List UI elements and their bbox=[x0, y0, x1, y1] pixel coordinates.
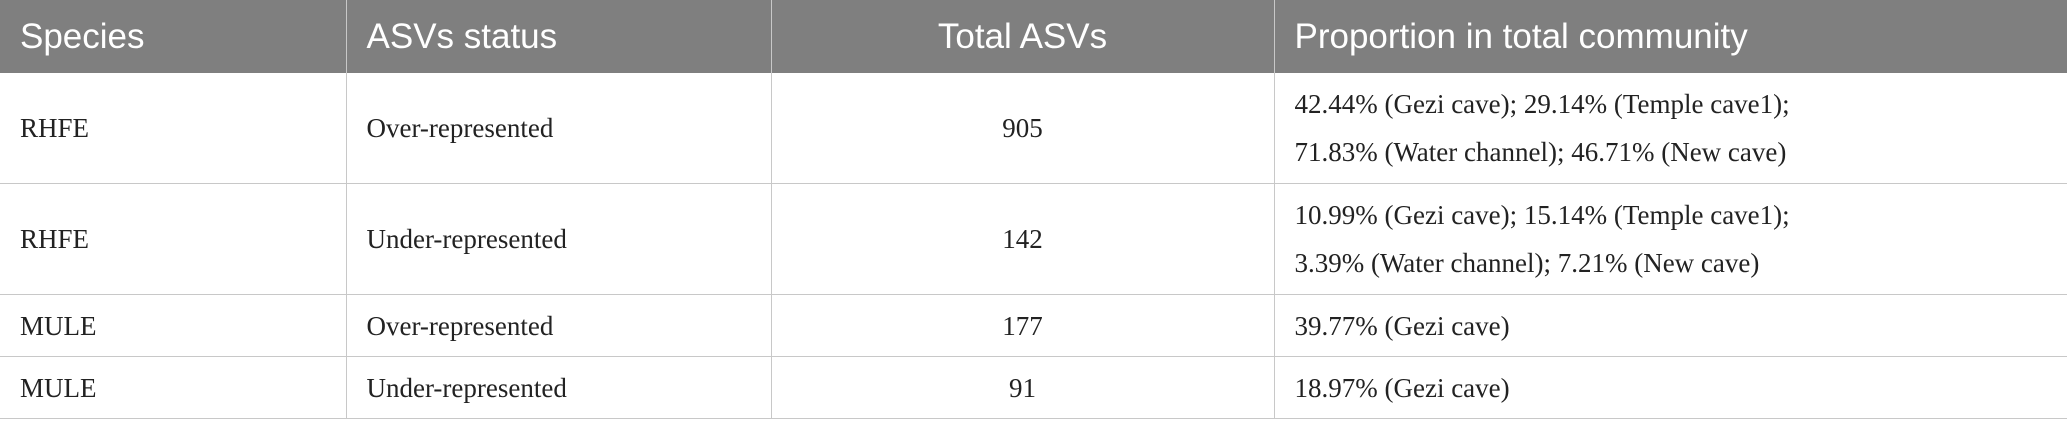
header-proportion: Proportion in total community bbox=[1273, 0, 2067, 73]
table-header: Species ASVs status Total ASVs Proportio… bbox=[0, 0, 2067, 73]
cell-status: Over-represented bbox=[345, 294, 771, 357]
cell-proportion: 10.99% (Gezi cave); 15.14% (Temple cave1… bbox=[1273, 183, 2067, 295]
table-body: RHFE Over-represented 905 42.44% (Gezi c… bbox=[0, 73, 2067, 419]
header-species: Species bbox=[0, 0, 346, 73]
cell-proportion: 39.77% (Gezi cave) bbox=[1273, 294, 2067, 357]
cell-status: Under-represented bbox=[345, 356, 771, 419]
cell-proportion: 42.44% (Gezi cave); 29.14% (Temple cave1… bbox=[1273, 73, 2067, 184]
proportion-line: 42.44% (Gezi cave); 29.14% (Temple cave1… bbox=[1294, 89, 1790, 119]
cell-total: 91 bbox=[770, 356, 1274, 419]
cell-species: MULE bbox=[0, 294, 346, 357]
table-row: MULE Over-represented 177 39.77% (Gezi c… bbox=[0, 294, 2067, 357]
cell-species: MULE bbox=[0, 356, 346, 419]
cell-species: RHFE bbox=[0, 183, 346, 295]
table-row: MULE Under-represented 91 18.97% (Gezi c… bbox=[0, 356, 2067, 419]
cell-total: 905 bbox=[770, 73, 1274, 184]
header-row: Species ASVs status Total ASVs Proportio… bbox=[0, 0, 2067, 73]
proportion-line: 71.83% (Water channel); 46.71% (New cave… bbox=[1294, 137, 1787, 167]
cell-total: 177 bbox=[770, 294, 1274, 357]
data-table-container: Species ASVs status Total ASVs Proportio… bbox=[0, 0, 2067, 419]
proportion-line: 10.99% (Gezi cave); 15.14% (Temple cave1… bbox=[1294, 200, 1790, 230]
table-row: RHFE Over-represented 905 42.44% (Gezi c… bbox=[0, 73, 2067, 184]
header-asvs-status: ASVs status bbox=[345, 0, 771, 73]
header-total-asvs: Total ASVs bbox=[770, 0, 1274, 73]
proportion-line: 39.77% (Gezi cave) bbox=[1294, 310, 1510, 341]
table-row: RHFE Under-represented 142 10.99% (Gezi … bbox=[0, 183, 2067, 295]
cell-species: RHFE bbox=[0, 73, 346, 184]
cell-status: Over-represented bbox=[345, 73, 771, 184]
cell-proportion: 18.97% (Gezi cave) bbox=[1273, 356, 2067, 419]
cell-status: Under-represented bbox=[345, 183, 771, 295]
proportion-line: 18.97% (Gezi cave) bbox=[1294, 372, 1510, 403]
asv-table: Species ASVs status Total ASVs Proportio… bbox=[0, 0, 2067, 419]
cell-total: 142 bbox=[770, 183, 1274, 295]
proportion-line: 3.39% (Water channel); 7.21% (New cave) bbox=[1294, 248, 1760, 278]
